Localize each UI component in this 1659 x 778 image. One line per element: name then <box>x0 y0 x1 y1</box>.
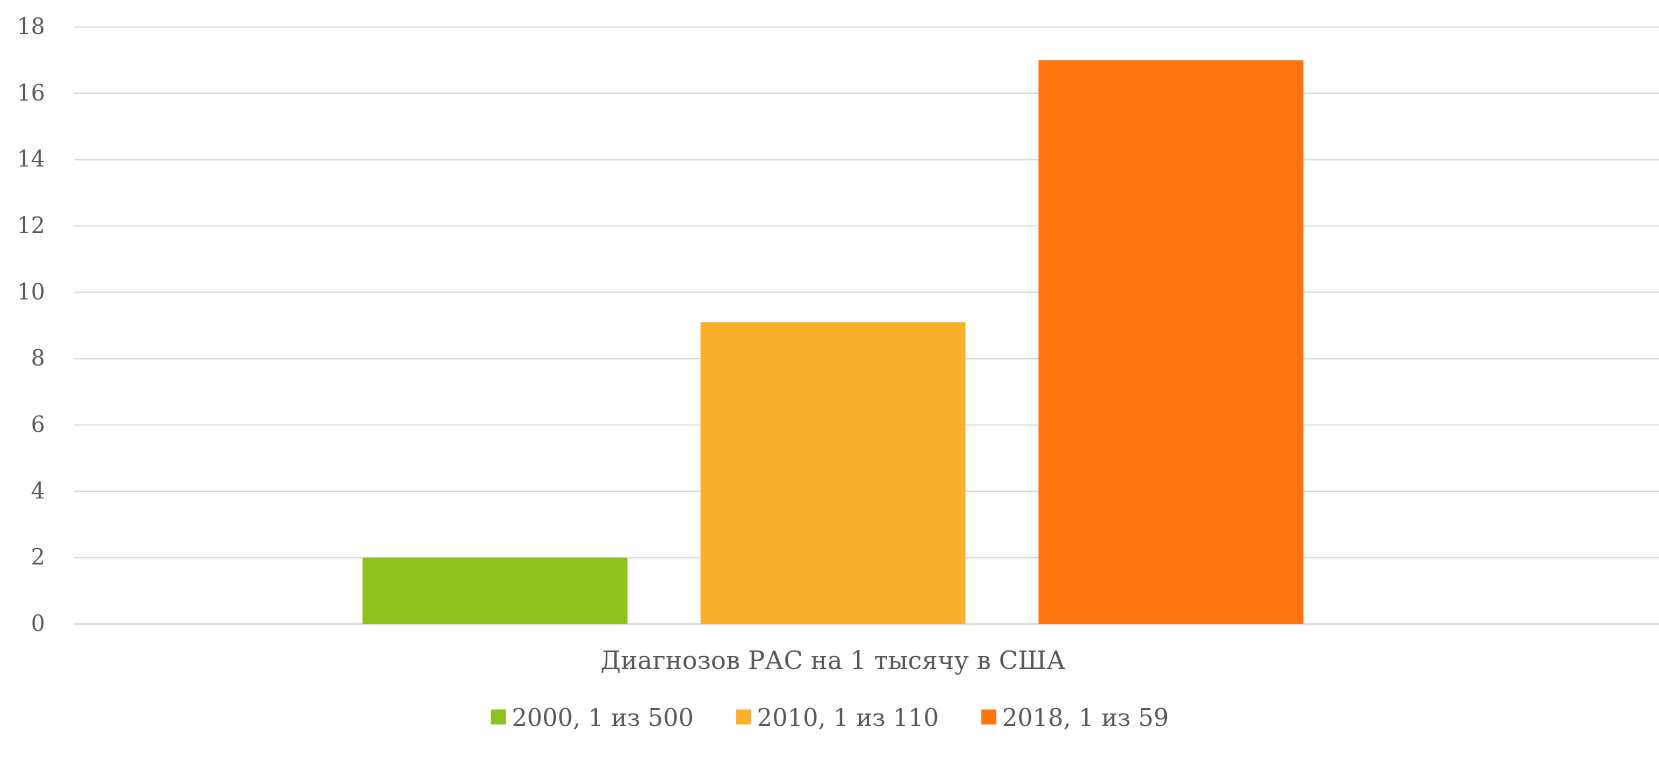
y-tick-label: 14 <box>17 148 45 173</box>
bars <box>362 60 1304 624</box>
legend-item: 2010, 1 из 110 <box>736 704 939 732</box>
y-tick-label: 12 <box>17 214 45 239</box>
legend-label: 2010, 1 из 110 <box>757 704 939 732</box>
legend-item: 2018, 1 из 59 <box>981 704 1169 732</box>
bar-series-1 <box>700 322 966 624</box>
legend-label: 2000, 1 из 500 <box>512 704 694 732</box>
y-tick-label: 8 <box>31 347 45 372</box>
y-tick-label: 2 <box>31 546 45 571</box>
y-tick-label: 10 <box>17 280 45 305</box>
y-axis-ticks: 0 2 4 6 8 10 12 14 16 18 <box>17 15 45 637</box>
legend-swatch <box>736 709 752 725</box>
y-tick-label: 6 <box>31 413 45 438</box>
x-category-label: Диагнозов РАС на 1 тысячу в США <box>601 646 1066 675</box>
bar-series-0 <box>362 557 628 624</box>
legend-swatch <box>490 709 506 725</box>
x-axis-categories: Диагнозов РАС на 1 тысячу в США <box>601 646 1066 675</box>
y-tick-label: 16 <box>17 81 45 106</box>
y-tick-label: 4 <box>31 479 45 504</box>
legend-label: 2018, 1 из 59 <box>1002 704 1169 732</box>
legend-item: 2000, 1 из 500 <box>490 704 694 732</box>
bar-series-2 <box>1038 60 1304 624</box>
y-tick-label: 0 <box>31 612 45 637</box>
y-tick-label: 18 <box>17 15 45 40</box>
legend: 2000, 1 из 500 2010, 1 из 110 2018, 1 из 5… <box>490 704 1169 732</box>
legend-swatch <box>981 709 997 725</box>
